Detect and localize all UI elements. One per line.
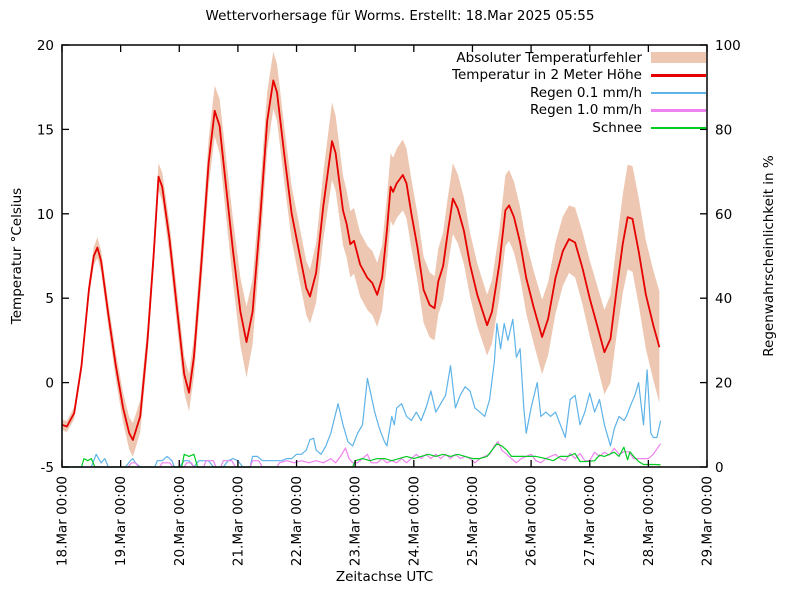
x-tick-label: 20.Mar 00:00 [172,476,188,566]
y-left-axis-title: Temperatur °Celsius [9,187,25,325]
x-tick-label: 21.Mar 00:00 [230,476,246,566]
y-right-tick-label: 20 [715,376,732,392]
y-right-tick-label: 80 [715,122,732,138]
snow-line [62,443,661,468]
y-right-axis-title: Regenwahrscheinlichkeit in % [761,155,777,357]
x-tick-label: 25.Mar 00:00 [465,476,481,566]
x-tick-label: 28.Mar 00:00 [641,476,657,566]
y-left-tick-label: 15 [37,122,54,138]
x-tick-label: 27.Mar 00:00 [582,476,598,566]
y-left-tick-label: 10 [37,207,54,223]
y-left-tick-label: 0 [45,376,54,392]
temperature-line [61,79,661,441]
x-tick-label: 18.Mar 00:00 [55,476,71,566]
y-right-tick-label: 60 [715,207,732,223]
x-tick-label: 19.Mar 00:00 [113,476,129,566]
y-left-tick-label: 20 [37,38,54,54]
x-axis-title: Zeitachse UTC [335,569,434,585]
y-left-tick-label: -5 [41,460,54,476]
x-tick-label: 26.Mar 00:00 [524,476,540,566]
x-tick-label: 24.Mar 00:00 [406,476,422,566]
rain-01-line [62,318,662,468]
x-tick-label: 23.Mar 00:00 [348,476,364,566]
y-right-tick-label: 0 [715,460,724,476]
plot-border [61,44,708,468]
y-right-tick-label: 40 [715,291,732,307]
x-tick-label: 22.Mar 00:00 [289,476,305,566]
y-left-tick-label: 5 [45,291,54,307]
error-band [62,51,660,457]
y-right-tick-label: 100 [715,38,741,54]
chart-title: Wettervorhersage für Worms. Erstellt: 18… [205,8,595,24]
x-tick-label: 29.Mar 00:00 [700,476,716,566]
rain-10-line [62,441,662,468]
